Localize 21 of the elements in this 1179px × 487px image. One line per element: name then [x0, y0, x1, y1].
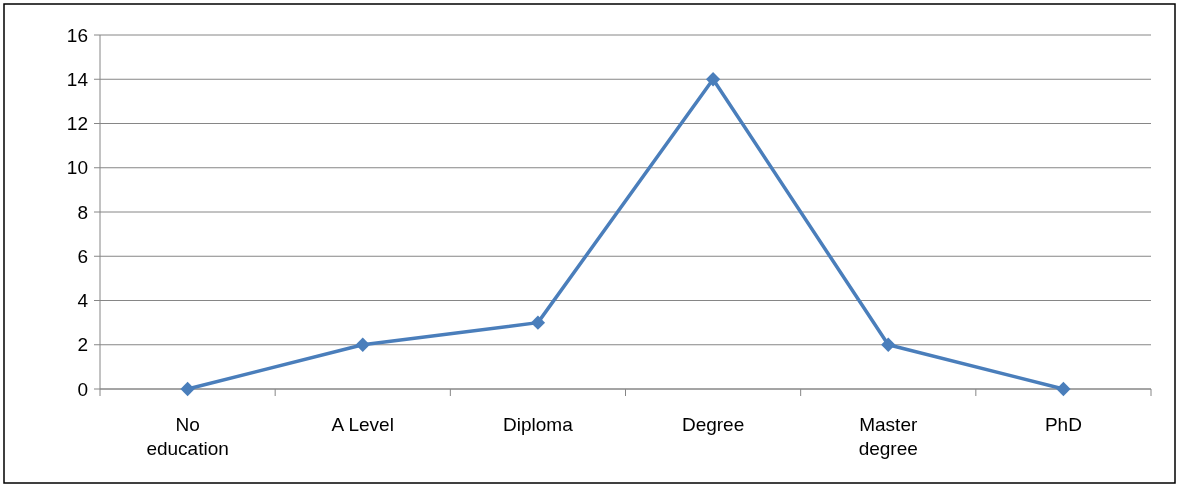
y-tick-label: 2	[77, 334, 88, 356]
point	[881, 337, 896, 352]
x-tick-label: Diploma	[503, 414, 574, 435]
x-tick-label: Degree	[681, 414, 745, 435]
y-tick-label: 8	[77, 201, 88, 223]
y-tick-label: 14	[66, 68, 89, 90]
y-tick-label: 4	[77, 290, 89, 312]
x-tick-label: A Level	[331, 414, 394, 435]
y-tick-label: 12	[66, 113, 88, 135]
point	[530, 315, 546, 330]
y-tick-label: 0	[77, 378, 88, 400]
y-tick-label: 10	[66, 157, 88, 179]
y-tick-label: 16	[66, 24, 88, 46]
x-tick-label: PhD	[1044, 414, 1082, 435]
point	[1056, 381, 1071, 397]
x-tick-label: No education	[146, 414, 229, 459]
y-tick-label: 6	[77, 245, 88, 267]
x-tick-label: Master degree	[858, 414, 918, 459]
point	[705, 72, 721, 87]
point	[355, 337, 370, 352]
point	[180, 381, 195, 397]
